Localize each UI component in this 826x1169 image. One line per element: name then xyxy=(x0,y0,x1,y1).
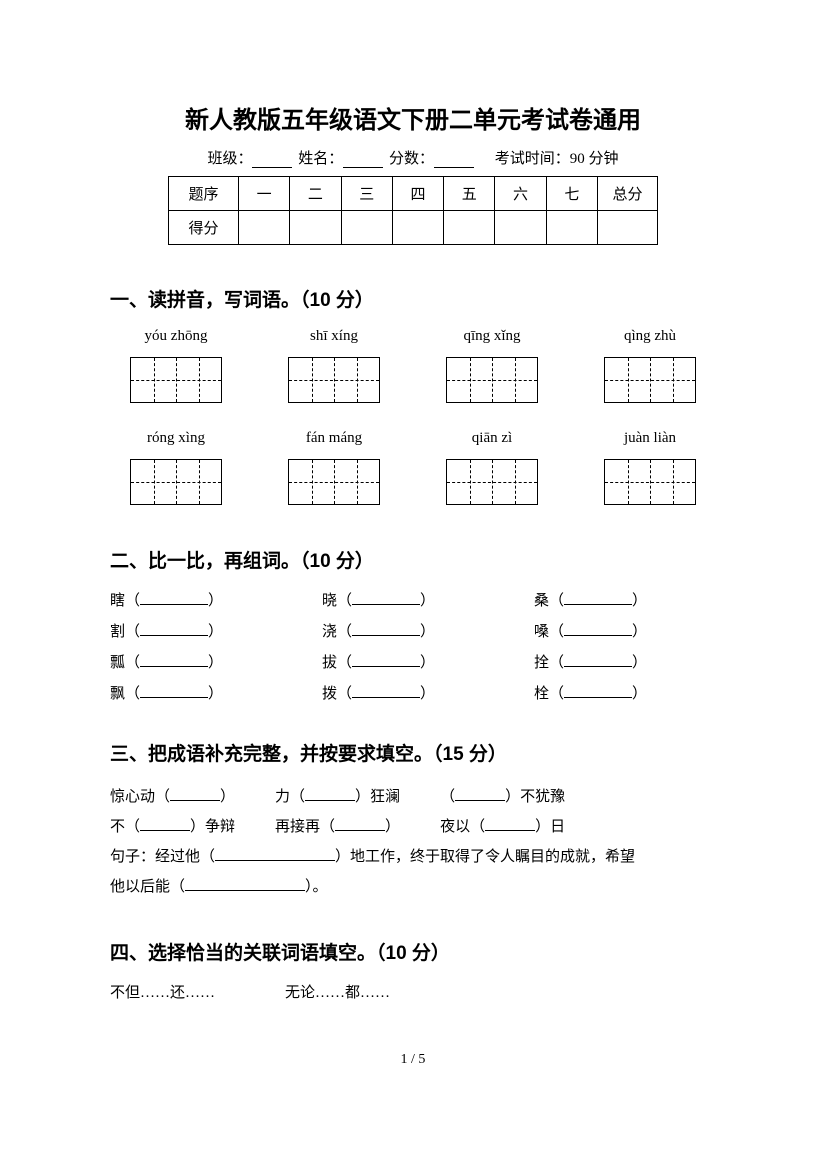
table-cell: 五 xyxy=(444,177,495,211)
table-cell: 二 xyxy=(290,177,341,211)
pinyin-label: qiān zì xyxy=(432,430,552,447)
pinyin-label: róng xìng xyxy=(116,430,236,447)
fill-blank[interactable] xyxy=(335,817,385,831)
pinyin-label: shī xíng xyxy=(274,328,394,345)
table-cell[interactable] xyxy=(546,211,597,245)
char-write-box[interactable] xyxy=(604,459,696,505)
table-cell[interactable] xyxy=(392,211,443,245)
char-write-box[interactable] xyxy=(288,459,380,505)
compare-item: 拔（） xyxy=(322,651,504,672)
idiom-part: 力（）狂澜 xyxy=(275,782,400,812)
idiom-part: 夜以（）日 xyxy=(440,812,565,842)
fill-blank[interactable] xyxy=(564,653,632,667)
name-label: 姓名： xyxy=(298,151,343,167)
conjunction-word: 不但……还…… xyxy=(110,981,215,1002)
fill-blank[interactable] xyxy=(140,622,208,636)
score-blank[interactable] xyxy=(434,152,474,168)
compare-item: 嗓（） xyxy=(534,620,716,641)
name-blank[interactable] xyxy=(343,152,383,168)
pinyin-row-1-labels: yóu zhōng shī xíng qīng xǐng qìng zhù xyxy=(110,328,716,351)
table-cell[interactable] xyxy=(444,211,495,245)
idiom-part: 再接再（） xyxy=(275,812,400,842)
char-write-box[interactable] xyxy=(288,357,380,403)
fill-blank[interactable] xyxy=(140,817,190,831)
table-cell: 题序 xyxy=(169,177,239,211)
section2-heading: 二、比一比，再组词。（10 分） xyxy=(110,546,716,573)
table-cell[interactable] xyxy=(598,211,658,245)
compare-item: 拴（） xyxy=(534,651,716,672)
fill-blank[interactable] xyxy=(564,591,632,605)
table-cell: 六 xyxy=(495,177,546,211)
section3-heading: 三、把成语补充完整，并按要求填空。（15 分） xyxy=(110,739,716,766)
fill-blank[interactable] xyxy=(455,787,505,801)
fill-blank[interactable] xyxy=(140,591,208,605)
page-title: 新人教版五年级语文下册二单元考试卷通用 xyxy=(110,100,716,135)
compare-item: 栓（） xyxy=(534,682,716,703)
score-label: 分数： xyxy=(389,151,434,167)
section1-heading: 一、读拼音，写词语。（10 分） xyxy=(110,285,716,312)
table-cell[interactable] xyxy=(290,211,341,245)
char-write-box[interactable] xyxy=(604,357,696,403)
class-blank[interactable] xyxy=(252,152,292,168)
table-cell[interactable] xyxy=(495,211,546,245)
table-cell: 三 xyxy=(341,177,392,211)
conjunction-words: 不但……还…… 无论……都…… xyxy=(110,981,716,1002)
fill-blank[interactable] xyxy=(564,622,632,636)
idiom-part: 惊心动（） xyxy=(110,782,235,812)
compare-grid: 瞎（） 晓（） 桑（） 割（） 浇（） 嗓（） 瓢（） 拔（） 拴（） 飘（） … xyxy=(110,589,716,703)
idiom-sentence-line: 他以后能（）。 xyxy=(110,872,716,902)
pinyin-label: qìng zhù xyxy=(590,328,710,345)
fill-blank[interactable] xyxy=(215,847,335,861)
table-cell[interactable] xyxy=(239,211,290,245)
fill-blank[interactable] xyxy=(352,591,420,605)
class-label: 班级： xyxy=(207,151,252,167)
table-cell: 七 xyxy=(546,177,597,211)
table-cell: 一 xyxy=(239,177,290,211)
table-cell: 总分 xyxy=(598,177,658,211)
exam-time-label: 考试时间：90 分钟 xyxy=(495,151,619,167)
table-cell: 四 xyxy=(392,177,443,211)
compare-item: 拨（） xyxy=(322,682,504,703)
pinyin-row-2-boxes xyxy=(110,459,716,510)
fill-blank[interactable] xyxy=(305,787,355,801)
conjunction-word: 无论……都…… xyxy=(285,981,390,1002)
pinyin-label: qīng xǐng xyxy=(432,328,552,345)
fill-blank[interactable] xyxy=(352,653,420,667)
pinyin-row-1-boxes xyxy=(110,357,716,408)
pinyin-label: juàn liàn xyxy=(590,430,710,447)
compare-item: 飘（） xyxy=(110,682,292,703)
fill-blank[interactable] xyxy=(140,684,208,698)
table-cell: 得分 xyxy=(169,211,239,245)
fill-blank[interactable] xyxy=(140,653,208,667)
student-info-line: 班级： 姓名： 分数： 考试时间：90 分钟 xyxy=(110,147,716,168)
compare-item: 桑（） xyxy=(534,589,716,610)
compare-item: 瞎（） xyxy=(110,589,292,610)
fill-blank[interactable] xyxy=(352,622,420,636)
idiom-block: 惊心动（） 力（）狂澜 （）不犹豫 不（）争辩 再接再（） 夜以（）日 句子：经… xyxy=(110,782,716,902)
idiom-part: 不（）争辩 xyxy=(110,812,235,842)
table-cell[interactable] xyxy=(341,211,392,245)
pinyin-label: fán máng xyxy=(274,430,394,447)
fill-blank[interactable] xyxy=(485,817,535,831)
idiom-sentence-line: 句子：经过他（）地工作，终于取得了令人瞩目的成就，希望 xyxy=(110,842,716,872)
char-write-box[interactable] xyxy=(446,357,538,403)
compare-item: 瓢（） xyxy=(110,651,292,672)
fill-blank[interactable] xyxy=(564,684,632,698)
compare-item: 割（） xyxy=(110,620,292,641)
compare-item: 晓（） xyxy=(322,589,504,610)
section4-heading: 四、选择恰当的关联词语填空。（10 分） xyxy=(110,938,716,965)
pinyin-label: yóu zhōng xyxy=(116,328,236,345)
compare-item: 浇（） xyxy=(322,620,504,641)
fill-blank[interactable] xyxy=(170,787,220,801)
score-table: 题序 一 二 三 四 五 六 七 总分 得分 xyxy=(168,176,658,245)
char-write-box[interactable] xyxy=(130,459,222,505)
fill-blank[interactable] xyxy=(352,684,420,698)
fill-blank[interactable] xyxy=(185,877,305,891)
page-number: 1 / 5 xyxy=(110,1052,716,1068)
idiom-part: （）不犹豫 xyxy=(440,782,565,812)
char-write-box[interactable] xyxy=(446,459,538,505)
char-write-box[interactable] xyxy=(130,357,222,403)
pinyin-row-2-labels: róng xìng fán máng qiān zì juàn liàn xyxy=(110,430,716,453)
